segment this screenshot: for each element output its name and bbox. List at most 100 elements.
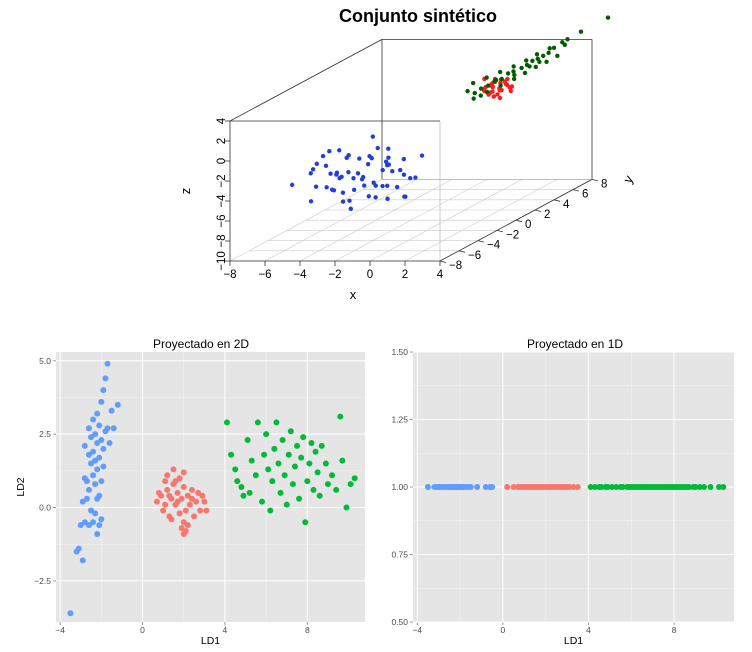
- data-point: [313, 184, 319, 189]
- y-tick-mark: [591, 179, 599, 182]
- data-point: [419, 153, 425, 158]
- data-point: [511, 64, 516, 69]
- data-point: [339, 457, 346, 464]
- data-point: [551, 45, 557, 50]
- y-axis-label: y: [620, 172, 636, 186]
- y-tick-mark: [496, 230, 504, 233]
- data-point: [294, 442, 301, 449]
- data-point: [619, 484, 626, 490]
- data-point: [314, 161, 319, 167]
- data-point: [510, 484, 517, 490]
- y-tick-label: −8: [449, 260, 462, 272]
- data-point: [106, 439, 113, 446]
- data-point: [203, 507, 210, 514]
- x-tick-label: 4: [437, 269, 444, 281]
- data-point: [108, 407, 115, 414]
- z-tick-label: −4: [216, 194, 228, 208]
- y-tick-label: 0: [525, 219, 531, 231]
- data-point: [403, 194, 408, 199]
- data-point: [495, 92, 500, 97]
- data-point: [310, 167, 316, 172]
- data-point: [308, 439, 315, 446]
- data-point: [720, 484, 727, 490]
- data-point: [252, 472, 259, 479]
- data-point: [566, 484, 573, 490]
- y-tick-label: 6: [582, 189, 588, 201]
- data-point: [544, 59, 549, 65]
- data-point: [546, 50, 551, 56]
- y-tick-label: 5.0: [39, 356, 51, 366]
- data-point: [324, 481, 331, 488]
- data-point: [348, 206, 353, 211]
- data-point: [484, 75, 489, 80]
- data-point: [170, 466, 177, 473]
- data-point: [385, 196, 390, 201]
- data-point: [386, 155, 391, 160]
- data-point: [182, 507, 189, 514]
- data-point: [465, 88, 470, 94]
- x-axis-label: x: [350, 287, 357, 302]
- data-point: [281, 472, 288, 479]
- data-point: [482, 484, 489, 490]
- data-point: [524, 58, 529, 63]
- data-point: [94, 410, 101, 417]
- data-point: [100, 445, 107, 452]
- data-point: [547, 46, 552, 51]
- data-point: [570, 484, 577, 490]
- data-point: [96, 522, 103, 529]
- data-point: [261, 451, 268, 458]
- data-point: [94, 466, 101, 473]
- data-point: [234, 478, 241, 485]
- y-tick-label: 8: [601, 178, 607, 190]
- z-tick-label: 0: [216, 158, 228, 164]
- data-point: [386, 146, 391, 151]
- data-point: [471, 96, 476, 101]
- data-point: [180, 484, 187, 490]
- data-point: [100, 387, 107, 394]
- data-point: [604, 484, 611, 490]
- data-point: [337, 148, 342, 153]
- x-tick-label: 2: [402, 269, 408, 281]
- data-point: [474, 484, 481, 490]
- data-point: [98, 398, 105, 405]
- data-point: [164, 472, 171, 479]
- data-point: [357, 156, 362, 161]
- data-point: [707, 484, 714, 490]
- data-point: [246, 489, 253, 496]
- data-point: [316, 492, 323, 499]
- data-point: [424, 484, 431, 490]
- data-point: [359, 177, 365, 182]
- z-tick-label: −8: [216, 234, 228, 247]
- y-tick-label: 1.25: [391, 415, 408, 425]
- data-point: [110, 425, 117, 432]
- data-point: [486, 83, 491, 88]
- data-point: [375, 145, 380, 151]
- data-point: [497, 95, 503, 101]
- data-point: [489, 484, 496, 490]
- x-tick-label: −4: [293, 269, 307, 281]
- data-point: [81, 442, 88, 449]
- data-point: [90, 416, 97, 423]
- data-point: [613, 484, 620, 490]
- data-point: [223, 419, 230, 426]
- data-point: [94, 530, 101, 537]
- data-point: [494, 77, 499, 83]
- data-point: [304, 478, 311, 485]
- data-point: [310, 486, 317, 493]
- data-point: [329, 187, 335, 192]
- data-point: [162, 501, 169, 508]
- data-point: [478, 93, 483, 98]
- x-tick-label: −6: [258, 269, 271, 281]
- data-point: [67, 610, 74, 617]
- y-tick-mark: [439, 260, 447, 263]
- data-point: [578, 29, 584, 34]
- data-point: [512, 72, 517, 78]
- data-point: [346, 170, 351, 175]
- data-point: [511, 69, 516, 74]
- data-point: [373, 195, 378, 200]
- y-tick-label: 1.00: [391, 482, 408, 492]
- data-point: [527, 64, 532, 69]
- data-point: [191, 513, 198, 520]
- data-point: [347, 198, 352, 203]
- data-point: [168, 516, 175, 523]
